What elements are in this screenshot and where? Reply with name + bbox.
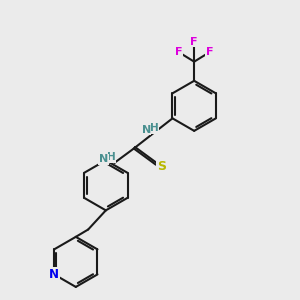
Text: H: H — [107, 152, 116, 162]
Text: N: N — [49, 268, 59, 281]
Text: F: F — [206, 47, 213, 57]
Text: N: N — [99, 154, 108, 164]
Text: F: F — [190, 37, 198, 46]
Text: F: F — [175, 47, 183, 57]
Text: N: N — [142, 124, 151, 135]
Text: H: H — [150, 123, 159, 133]
Text: S: S — [157, 160, 166, 173]
